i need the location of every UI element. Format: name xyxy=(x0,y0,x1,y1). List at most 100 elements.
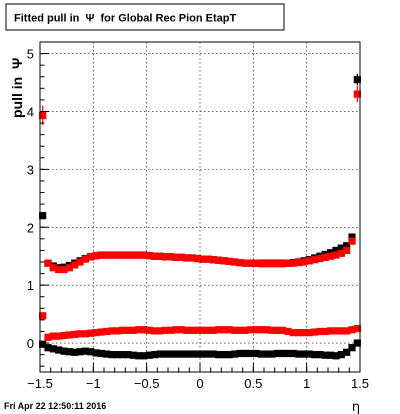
data-point xyxy=(97,349,105,358)
data-point xyxy=(284,327,292,336)
data-point xyxy=(305,329,313,337)
data-point xyxy=(199,255,207,263)
chart-title: Fitted pull in Ψ for Global Rec Pion Eta… xyxy=(14,13,236,25)
data-point xyxy=(76,258,84,266)
data-point xyxy=(263,260,271,268)
data-point xyxy=(321,327,329,336)
tick-labels: −1.5 −1 −0.5 0 0.5 1 1.5 0 1 2 3 4 5 xyxy=(27,47,369,391)
data-point xyxy=(252,326,260,334)
data-point xyxy=(220,326,228,334)
data-point xyxy=(353,76,361,84)
data-point xyxy=(49,264,57,272)
data-point xyxy=(140,352,148,360)
data-point xyxy=(295,350,303,358)
data-point xyxy=(327,252,335,260)
data-point xyxy=(81,330,89,338)
data-point xyxy=(49,345,57,353)
data-point xyxy=(167,326,175,334)
data-point xyxy=(97,251,105,259)
data-point xyxy=(332,246,340,255)
data-point xyxy=(337,249,345,257)
x-tick-label: 1 xyxy=(303,376,310,391)
data-point xyxy=(279,349,287,358)
data-point xyxy=(231,326,239,334)
data-point xyxy=(193,350,201,358)
data-point xyxy=(193,326,201,334)
data-point xyxy=(284,349,292,358)
data-point xyxy=(215,326,223,334)
data-point xyxy=(236,349,244,358)
y-axis-label: pull in Ψ xyxy=(9,58,25,118)
data-point xyxy=(81,347,89,355)
data-point xyxy=(321,351,329,359)
x-tick-label: 0 xyxy=(196,376,203,391)
data-point xyxy=(65,264,73,272)
data-point xyxy=(124,251,132,259)
data-point xyxy=(231,258,239,266)
data-point xyxy=(204,350,212,358)
data-point xyxy=(65,348,73,356)
data-point xyxy=(177,350,185,358)
x-tick-label: 1.5 xyxy=(351,376,369,391)
data-point xyxy=(300,258,308,266)
data-point xyxy=(188,326,196,334)
data-point xyxy=(71,261,79,269)
data-point xyxy=(289,329,297,337)
data-point xyxy=(311,351,319,359)
data-point xyxy=(140,326,148,334)
data-point xyxy=(188,350,196,358)
data-point xyxy=(81,255,89,263)
data-point xyxy=(300,329,308,337)
data-point xyxy=(55,346,63,354)
data-point xyxy=(108,327,116,335)
data-point xyxy=(113,327,121,335)
data-point xyxy=(209,350,217,358)
data-point xyxy=(60,331,68,340)
data-point xyxy=(204,326,212,334)
data-point xyxy=(241,349,249,358)
data-point xyxy=(177,326,185,334)
data-point xyxy=(60,347,68,355)
y-tick-label: 2 xyxy=(27,220,34,235)
axis-ticks xyxy=(39,53,361,372)
data-point xyxy=(124,326,132,334)
data-point xyxy=(49,332,57,340)
data-point xyxy=(343,242,351,250)
data-point xyxy=(135,326,143,334)
data-point xyxy=(332,352,340,360)
data-point xyxy=(327,351,335,359)
series-2 xyxy=(39,86,361,274)
data-point xyxy=(119,351,127,359)
data-point xyxy=(129,351,137,359)
data-point xyxy=(161,350,169,358)
data-point xyxy=(252,349,260,358)
data-point xyxy=(284,259,292,267)
data-point xyxy=(337,327,345,335)
data-point xyxy=(295,258,303,267)
y-tick-label: 3 xyxy=(27,162,34,177)
data-point xyxy=(231,350,239,358)
data-point xyxy=(108,351,116,359)
data-point xyxy=(39,340,47,348)
y-tick-label: 4 xyxy=(27,104,34,119)
data-point xyxy=(348,326,356,334)
series-layer xyxy=(39,73,361,360)
data-point xyxy=(311,328,319,336)
data-point xyxy=(156,350,164,358)
data-point xyxy=(215,351,223,359)
y-tick-label: 1 xyxy=(27,278,34,293)
data-point xyxy=(151,327,159,335)
data-point xyxy=(215,256,223,264)
data-point xyxy=(161,253,169,261)
data-point xyxy=(156,327,164,335)
data-point xyxy=(209,326,217,334)
data-point xyxy=(225,257,233,266)
title-frame xyxy=(5,3,285,31)
x-tick-label: −1 xyxy=(86,376,101,391)
data-point xyxy=(87,329,95,337)
x-tick-label: −0.5 xyxy=(134,376,160,391)
data-point xyxy=(263,350,271,358)
data-point xyxy=(337,244,345,252)
data-point xyxy=(257,260,265,268)
